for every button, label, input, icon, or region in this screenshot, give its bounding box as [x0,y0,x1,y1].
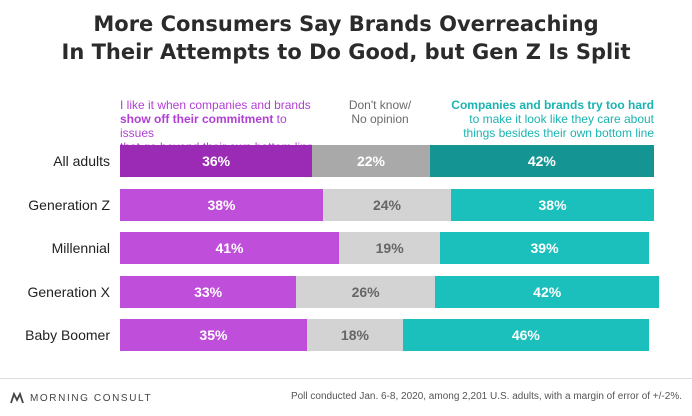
data-label: 46% [511,327,540,343]
bar-segment-too-hard: 42% [435,275,660,308]
title-line-1: More Consumers Say Brands Overreaching [93,12,599,36]
data-label: 35% [199,327,228,343]
bar-segment-too-hard: 39% [440,232,649,264]
bar-segment-too-hard: 38% [451,188,654,221]
legend-dont-know-line-2: No opinion [351,112,409,126]
bar-segment-like: 36% [120,145,313,177]
category-label: Generation X [27,283,111,300]
legend-dont-know-line-1: Don't know/ [348,98,412,112]
bar-segment-like: 38% [120,188,323,221]
bar-segment-dont-know: 19% [338,232,441,264]
category-label: Generation Z [28,196,110,213]
bar-segment-dont-know: 18% [306,319,403,351]
bar-segment-too-hard: 42% [429,145,654,177]
bar-segment-dont-know: 24% [322,188,452,221]
chart-title: More Consumers Say Brands Overreaching I… [0,10,692,66]
category-label: All adults [53,153,110,169]
data-label: 33% [194,283,223,300]
footer-divider [0,378,692,379]
data-label: 42% [527,153,556,169]
data-label: 41% [215,240,244,256]
data-label: 19% [375,240,404,256]
data-label: 39% [530,240,559,256]
bar-segment-dont-know: 22% [312,145,430,177]
data-label: 38% [538,196,567,213]
brand-logo: MORNING CONSULT [10,391,152,405]
title-line-2: In Their Attempts to Do Good, but Gen Z … [61,40,631,64]
bar-segment-like: 35% [120,319,307,351]
legend-too-hard-line-2: to make it look like they care about [469,112,654,126]
data-label: 18% [340,327,369,343]
category-label: Millennial [51,240,110,256]
morning-consult-logo-icon [10,391,24,404]
data-label: 26% [351,283,380,300]
data-label: 36% [202,153,231,169]
bar-segment-dont-know: 26% [296,275,436,308]
data-label: 42% [533,283,562,300]
legend-too-hard-line-3: things besides their own bottom line [463,126,654,140]
bar-segment-like: 41% [120,232,339,264]
legend-dont-know: Don't know/ No opinion [330,98,430,126]
category-label: Baby Boomer [25,327,110,343]
brand-name: MORNING CONSULT [30,392,153,404]
legend-too-hard-bold: Companies and brands try too hard [451,98,654,112]
legend-like-line-2: to issues [120,112,287,140]
bar-segment-like: 33% [120,275,297,308]
data-label: 24% [372,196,401,213]
bar-segment-too-hard: 46% [403,319,649,351]
legend-too-hard: Companies and brands try too hard to mak… [440,98,654,140]
poll-note: Poll conducted Jan. 6-8, 2020, among 2,2… [290,391,682,402]
legend-like-bold: show off their commitment [120,112,274,126]
data-label: 38% [207,196,236,213]
legend-like-line-1: I like it when companies and brands [120,98,311,112]
data-label: 22% [356,153,385,169]
